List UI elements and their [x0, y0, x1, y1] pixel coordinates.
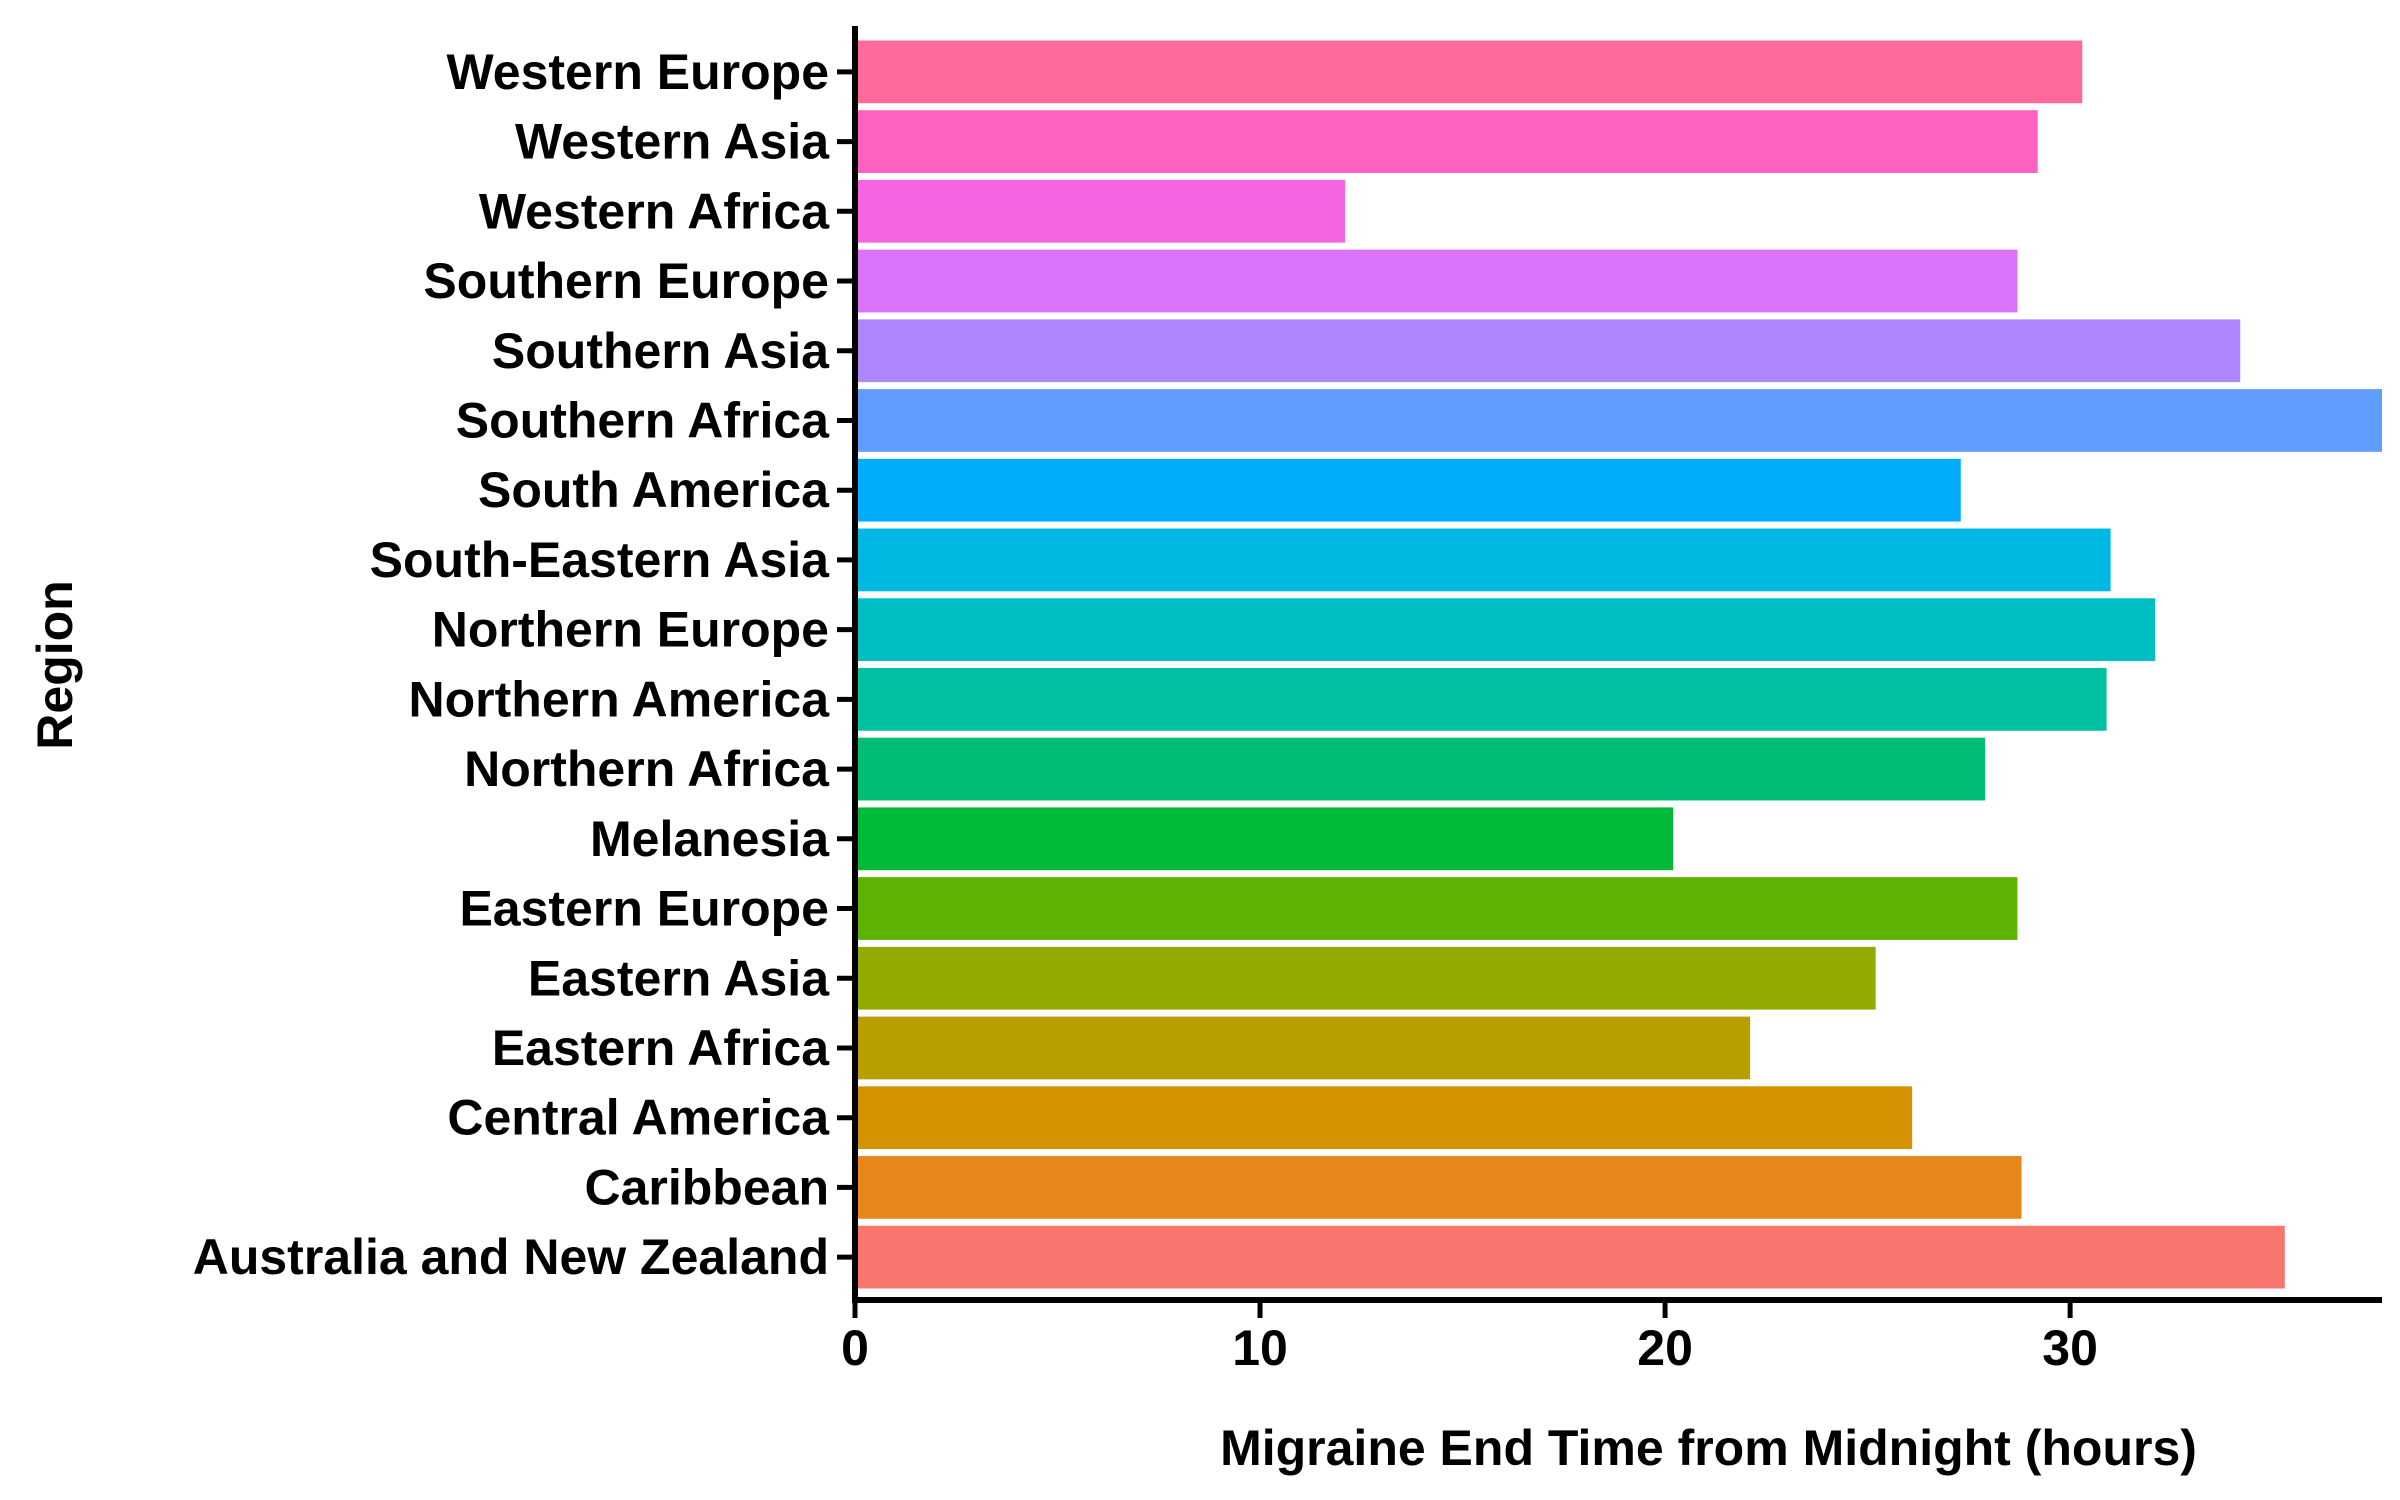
y-tick-label: Northern America: [409, 671, 831, 727]
bar-south-eastern-asia: [855, 528, 2111, 592]
x-axis-ticks: 0 10 20 30: [841, 1300, 2098, 1376]
bar-southern-asia: [855, 319, 2241, 383]
y-tick-label: Central America: [447, 1090, 830, 1146]
bar-western-asia: [855, 110, 2038, 173]
bar-central-america: [855, 1086, 1913, 1150]
y-tick-label: Western Africa: [479, 183, 830, 239]
bar-northern-europe: [855, 598, 2156, 662]
bar-australia-and-new-zealand: [855, 1225, 2285, 1289]
bar-southern-africa: [855, 389, 2382, 452]
bar-northern-america: [855, 667, 2107, 731]
x-tick-label: 10: [1232, 1320, 1288, 1376]
bar-melanesia: [855, 807, 1674, 871]
bar-western-europe: [855, 40, 2083, 104]
y-axis-title: Region: [27, 580, 83, 749]
x-axis-title: Migraine End Time from Midnight (hours): [1220, 1420, 2197, 1476]
bar-eastern-europe: [855, 877, 2018, 940]
bar-south-america: [855, 458, 1961, 522]
y-tick-label: Northern Africa: [464, 741, 830, 797]
y-tick-label: Eastern Europe: [459, 881, 829, 937]
y-tick-label: South America: [478, 462, 830, 518]
y-tick-label: Western Europe: [447, 44, 830, 100]
bar-caribbean: [855, 1156, 2022, 1219]
bar-eastern-asia: [855, 946, 1876, 1010]
y-tick-label: South-Eastern Asia: [370, 532, 831, 588]
bars-group: [855, 40, 2382, 1289]
y-axis-ticks: Australia and New Zealand Caribbean Centra…: [193, 44, 855, 1285]
x-tick-label: 0: [841, 1320, 869, 1376]
y-tick-label: Northern Europe: [432, 602, 829, 658]
y-tick-label: Eastern Asia: [528, 950, 830, 1006]
y-tick-label: Southern Europe: [423, 253, 829, 309]
y-tick-label: Western Asia: [515, 114, 830, 170]
bar-eastern-africa: [855, 1016, 1751, 1080]
bar-southern-europe: [855, 249, 2018, 313]
y-tick-label: Southern Asia: [492, 323, 830, 379]
y-tick-label: Australia and New Zealand: [193, 1229, 829, 1285]
y-tick-label: Caribbean: [584, 1159, 829, 1215]
y-tick-label: Eastern Africa: [492, 1020, 830, 1076]
bar-western-africa: [855, 179, 1346, 243]
y-tick-label: Melanesia: [590, 811, 830, 867]
y-tick-label: Southern Africa: [456, 392, 830, 448]
x-tick-label: 30: [2042, 1320, 2098, 1376]
x-tick-label: 20: [1637, 1320, 1693, 1376]
bar-northern-africa: [855, 737, 1986, 801]
